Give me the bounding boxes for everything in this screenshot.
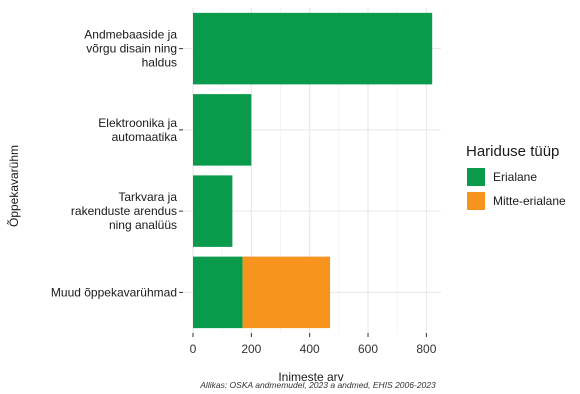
legend-label: Erialane [493,170,537,184]
x-tick-label: 200 [241,342,261,356]
category-label: Muud õppekavarühmad [51,285,177,299]
legend-label: Mitte-erialane [493,194,566,208]
x-tick-label: 600 [358,342,378,356]
bar-erialane-0 [193,12,433,85]
x-tick-label: 800 [416,342,436,356]
source-caption: Allikas: OSKA andmemudel, 2023 a andmed,… [199,380,436,390]
bar-erialane-3 [193,256,243,329]
legend-swatch-mitte-erialane [467,192,485,210]
category-label: Elektroonika ja automaatika [98,116,177,144]
category-label: Andmebaaside ja võrgu disain ning haldus [84,28,177,70]
legend: Hariduse tüüp Erialane Mitte-erialane [466,143,566,210]
bar-erialane-2 [193,175,233,247]
bars [193,12,433,329]
y-axis-title: Õppekavarühm [6,145,21,227]
legend-title: Hariduse tüüp [466,143,559,160]
x-axis-ticks: 0 200 400 600 800 [190,333,437,356]
x-tick-label: 400 [300,342,320,356]
y-axis-category-labels: Andmebaaside ja võrgu disain ning haldus El… [51,28,183,299]
x-tick-label: 0 [190,342,197,356]
x-axis-title: Inimeste arv [278,370,343,384]
legend-swatch-erialane [467,168,485,186]
bar-erialane-1 [193,94,252,166]
category-label: Tarkvara ja rakenduste arendus ning analüü… [71,190,177,232]
bar-mitte-erialane-3 [242,256,331,329]
